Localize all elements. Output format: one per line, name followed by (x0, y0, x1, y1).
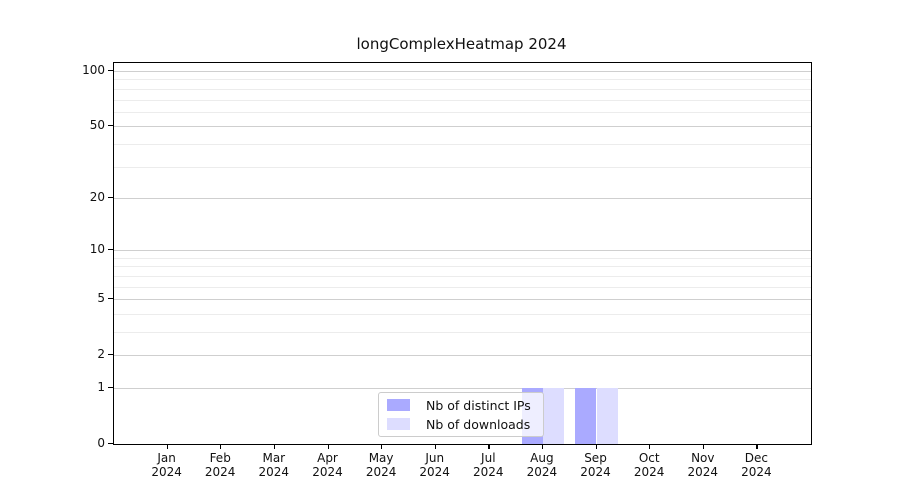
y-tick-mark-1 (108, 387, 113, 389)
gridline-major-50 (114, 126, 811, 128)
gridline-major-1 (114, 388, 811, 389)
gridline-minor-40 (114, 143, 811, 145)
x-tick-mark-mar (273, 444, 276, 449)
x-tick-label-jan: Jan 2024 (137, 451, 197, 479)
legend: Nb of distinct IPs Nb of downloads (378, 392, 544, 437)
y-tick-mark-0 (108, 443, 113, 445)
legend-label-downloads: Nb of downloads (426, 416, 531, 432)
x-tick-label-may: May 2024 (351, 451, 411, 479)
x-tick-mark-aug (541, 444, 544, 449)
x-tick-year-sep: 2024 (580, 465, 611, 479)
y-tick-label-10: 10 (89, 242, 105, 257)
bar-aug-nb-of-downloads (542, 388, 565, 444)
x-tick-mark-oct (649, 444, 651, 449)
y-tick-mark-100 (108, 70, 113, 72)
x-tick-year-aug: 2024 (526, 465, 558, 479)
gridline-minor-30 (114, 166, 811, 168)
plot-area (113, 62, 812, 445)
gridline-minor-3 (114, 332, 811, 333)
x-tick-label-nov: Nov 2024 (673, 451, 733, 479)
x-tick-label-oct: Oct 2024 (619, 451, 679, 479)
gridline-major-20 (114, 197, 811, 199)
x-tick-year-jan: 2024 (151, 465, 182, 479)
gridline-minor-80 (114, 88, 811, 90)
x-tick-year-nov: 2024 (687, 465, 719, 479)
gridline-major-2 (114, 355, 811, 357)
gridline-minor-60 (114, 111, 811, 113)
y-tick-mark-5 (108, 298, 113, 300)
x-tick-label-jun: Jun 2024 (405, 451, 465, 479)
x-tick-label-mar: Mar 2024 (244, 451, 304, 479)
x-tick-label-aug: Aug 2024 (512, 451, 572, 479)
legend-entry-distinct-ips: Nb of distinct IPs (387, 398, 537, 413)
gridline-major-100 (114, 71, 811, 72)
x-tick-mark-sep (595, 444, 597, 449)
y-tick-label-0: 0 (97, 436, 105, 450)
gridline-minor-70 (114, 99, 811, 101)
x-tick-mark-jun (434, 444, 436, 449)
x-tick-year-jul: 2024 (473, 465, 504, 479)
gridline-major-10 (114, 250, 811, 252)
legend-label-distinct-ips: Nb of distinct IPs (426, 397, 531, 413)
gridline-minor-90 (114, 79, 811, 81)
x-tick-mark-feb (220, 444, 222, 449)
x-tick-year-feb: 2024 (204, 465, 236, 479)
legend-swatch-downloads (387, 418, 410, 430)
gridline-minor-7 (114, 275, 811, 277)
x-tick-mark-dec (756, 444, 758, 449)
chart-title: longComplexHeatmap 2024 (356, 35, 567, 53)
y-tick-label-5: 5 (97, 291, 105, 306)
x-tick-mark-apr (327, 444, 329, 449)
gridline-minor-6 (114, 286, 811, 288)
x-tick-year-jun: 2024 (419, 465, 450, 479)
gridline-minor-8 (114, 266, 811, 268)
x-tick-mark-may (381, 444, 383, 449)
y-tick-label-100: 100 (82, 63, 105, 77)
y-tick-mark-50 (108, 125, 113, 127)
x-tick-label-sep: Sep 2024 (566, 451, 626, 479)
x-tick-year-dec: 2024 (741, 465, 772, 479)
y-tick-mark-2 (108, 354, 113, 356)
x-tick-label-apr: Apr 2024 (298, 451, 358, 479)
y-tick-mark-10 (108, 249, 113, 251)
legend-entry-downloads: Nb of downloads (387, 417, 537, 432)
x-tick-mark-jan (166, 444, 168, 449)
y-tick-label-1: 1 (97, 380, 105, 394)
y-tick-mark-20 (108, 196, 113, 199)
y-tick-label-2: 2 (97, 347, 105, 362)
gridline-minor-4 (114, 313, 811, 315)
x-tick-label-feb: Feb 2024 (190, 451, 250, 479)
x-tick-year-oct: 2024 (633, 465, 665, 479)
legend-swatch-distinct-ips (387, 399, 410, 411)
x-tick-mark-nov (702, 444, 705, 449)
x-tick-year-mar: 2024 (258, 465, 290, 479)
x-tick-label-jul: Jul 2024 (458, 451, 518, 479)
gridline-minor-9 (114, 257, 811, 259)
y-tick-label-50: 50 (89, 118, 105, 133)
x-tick-year-apr: 2024 (312, 465, 343, 479)
y-tick-label-20: 20 (89, 189, 105, 204)
x-tick-year-may: 2024 (365, 465, 397, 479)
gridline-major-5 (114, 299, 811, 301)
bar-sep-nb-of-downloads (596, 388, 618, 444)
x-tick-label-dec: Dec 2024 (726, 451, 786, 479)
bar-sep-nb-of-distinct-ips (575, 388, 597, 444)
x-tick-mark-jul (488, 444, 490, 449)
